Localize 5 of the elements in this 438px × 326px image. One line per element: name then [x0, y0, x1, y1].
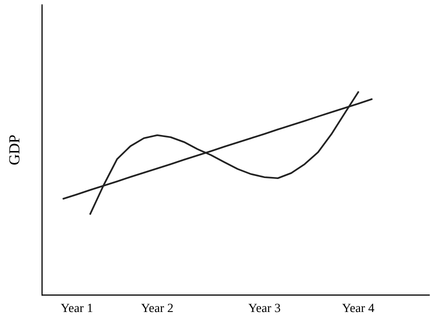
y-axis-title: GDP	[9, 135, 20, 165]
x-tick-label: Year 3	[248, 304, 280, 312]
x-tick-label: Year 4	[342, 304, 374, 312]
x-tick-label: Year 2	[141, 304, 173, 312]
x-tick-label: Year 1	[60, 304, 92, 312]
